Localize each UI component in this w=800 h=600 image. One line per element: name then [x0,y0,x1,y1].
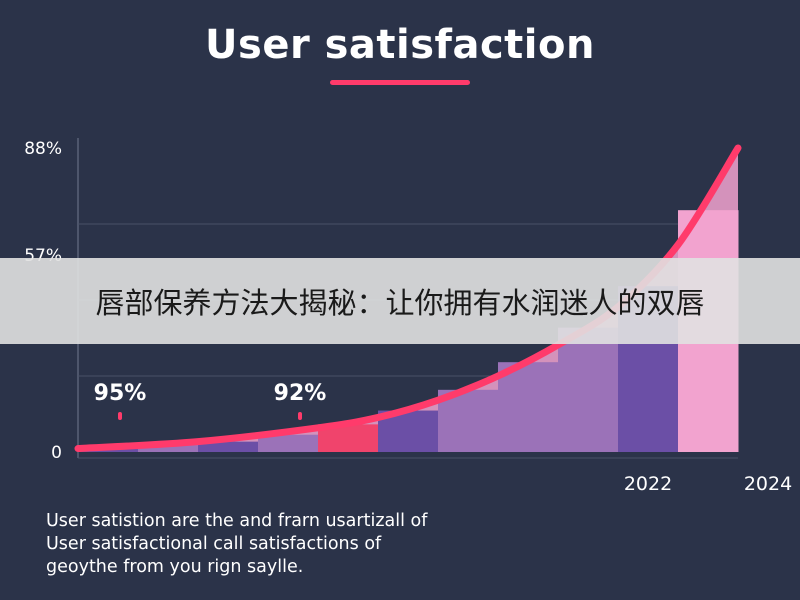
chart-caption: User satistion are the and frarn usartiz… [46,510,746,579]
bar [138,445,199,452]
y-tick-label: 88% [24,139,62,159]
y-tick-label: 0 [51,443,62,463]
annotation-marker [298,412,302,420]
caption-line: User satisfactional call satisfactions o… [46,534,382,554]
bar [258,434,319,452]
bar [498,362,559,452]
chart-title: User satisfaction [205,22,595,68]
x-tick-label: 2024 [744,473,792,495]
annotation-marker [118,412,122,420]
overlay-banner [0,258,800,344]
bar [558,327,619,452]
overlay-banner-text: 唇部保养方法大揭秘：让你拥有水润迷人的双唇 [95,286,705,320]
x-tick-label: 2022 [624,473,672,495]
title-underline [330,80,470,85]
annotation-label: 95% [94,381,147,406]
caption-line: geoythe from you rign saylle. [46,557,304,577]
annotation-label: 92% [274,381,327,406]
caption-line: User satistion are the and frarn usartiz… [46,511,428,531]
bar [198,441,259,452]
